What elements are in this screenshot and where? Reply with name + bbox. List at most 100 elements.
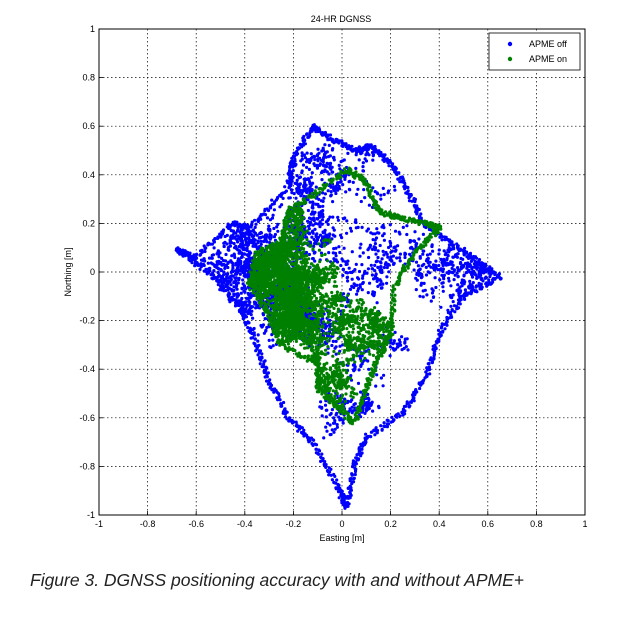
data-point [301,215,306,220]
data-point [397,214,401,218]
data-point [458,290,462,294]
data-point [388,239,392,244]
data-point [310,194,314,198]
data-point [226,280,230,284]
data-point [429,299,433,303]
data-point [393,299,397,303]
data-point [395,256,399,260]
data-point [241,266,245,270]
data-point [336,215,340,219]
data-point [355,174,359,178]
data-point [425,253,430,257]
data-point [441,281,445,285]
data-point [427,361,431,366]
data-point [376,278,380,282]
data-point [246,232,250,236]
data-point [387,189,391,193]
data-point [409,400,413,404]
data-point [422,249,426,253]
data-point [345,231,349,235]
data-point [212,240,216,244]
data-point [330,408,334,412]
data-point [348,479,352,483]
series-apme-off [174,123,503,510]
data-point [422,281,426,285]
data-point [314,451,318,455]
data-point [294,202,298,206]
data-point [243,232,247,236]
data-point [207,256,212,260]
data-point [284,220,288,224]
data-point [291,175,295,179]
data-point [392,339,396,343]
data-point [375,259,379,263]
data-point [339,417,343,421]
data-point [489,267,493,271]
data-point [249,271,253,275]
data-point [338,490,342,494]
data-point [352,476,356,480]
data-point [322,436,326,440]
data-point [335,411,339,415]
data-point [218,288,222,292]
data-point [259,242,263,246]
data-point [383,153,387,157]
data-point [283,185,287,189]
data-point [324,266,328,270]
data-point [382,192,386,197]
data-point [358,254,362,258]
data-point [333,280,337,284]
data-point [371,158,375,162]
data-point [376,249,380,253]
data-point [252,326,256,331]
data-point [328,423,332,427]
data-point [381,249,385,253]
data-point [332,284,336,288]
data-point [268,345,272,349]
data-point [337,141,341,145]
data-point [252,341,256,345]
data-point [344,143,348,147]
data-point [317,211,321,215]
data-point [262,331,266,335]
data-point [331,185,335,189]
data-point [354,153,358,157]
data-point [248,230,252,234]
data-point [321,204,325,208]
data-point [385,275,389,279]
data-point [311,123,315,127]
data-point [421,289,425,293]
data-point [412,268,416,272]
data-point [401,225,405,229]
data-point [307,436,311,440]
data-point [393,293,397,297]
data-point [250,233,254,237]
data-point [211,253,216,257]
data-point [372,245,376,249]
data-point [318,233,323,237]
data-point [373,147,377,151]
data-point [330,343,334,348]
data-point [246,291,250,296]
data-point [345,262,349,266]
data-point [223,240,227,244]
data-point [316,365,320,369]
data-point [461,265,465,269]
data-point [219,260,223,264]
data-point [232,285,236,289]
data-point [434,259,438,263]
data-point [361,165,365,169]
data-point [353,268,357,272]
data-point [339,263,343,268]
data-point [340,498,344,503]
data-point [348,408,352,412]
data-point [351,147,356,152]
data-point [240,255,244,259]
data-point [199,252,203,257]
data-point [360,263,364,267]
data-point [370,267,374,271]
data-point [392,348,396,352]
data-point [497,274,501,278]
data-point [344,190,348,194]
data-point [357,158,361,162]
